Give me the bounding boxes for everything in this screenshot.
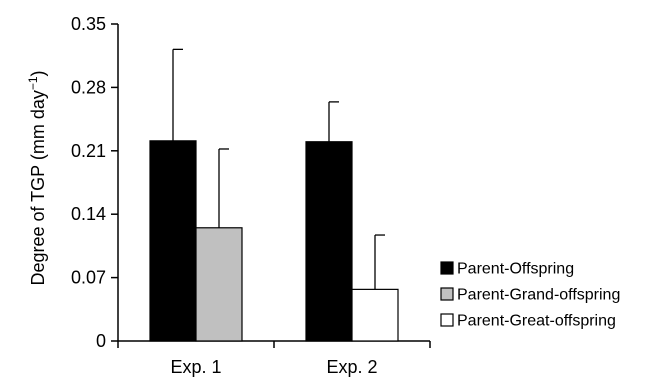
y-axis-label: Degree of TGP (mm day−1) <box>26 70 48 285</box>
y-tick-label: 0.14 <box>71 204 106 224</box>
y-axis-label-superscript: −1 <box>26 76 40 90</box>
bar <box>149 140 197 342</box>
y-tick-label: 0.07 <box>71 268 106 288</box>
bar <box>351 288 399 342</box>
y-axis: 0 0.07 0.14 0.21 0.28 0.35 <box>71 14 119 351</box>
x-category-label: Exp. 2 <box>326 357 377 377</box>
x-category-label: Exp. 1 <box>170 357 221 377</box>
error-bars <box>172 48 385 290</box>
legend-label: Parent-Great-offspring <box>457 313 616 330</box>
x-axis: Exp. 1 Exp. 2 <box>117 340 431 377</box>
y-tick-label: 0.35 <box>71 14 106 34</box>
legend-swatch <box>440 287 454 301</box>
bars <box>149 140 399 342</box>
legend-swatch <box>440 261 454 275</box>
bar <box>195 227 243 342</box>
y-tick-label: 0.28 <box>71 77 106 97</box>
y-axis-label-text: Degree of TGP (mm day <box>28 90 48 285</box>
legend: Parent-Offspring Parent-Grand-offspring Pa… <box>440 261 620 330</box>
legend-swatch <box>440 313 454 327</box>
y-axis-label-close: ) <box>28 70 48 76</box>
legend-label: Parent-Grand-offspring <box>457 287 620 304</box>
y-tick-label: 0 <box>96 331 106 351</box>
y-tick-label: 0.21 <box>71 141 106 161</box>
bar <box>305 141 353 342</box>
legend-label: Parent-Offspring <box>457 261 574 278</box>
